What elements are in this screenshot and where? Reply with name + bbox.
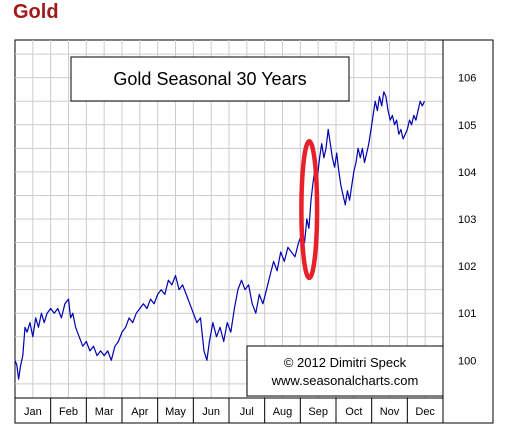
month-label-aug: Aug	[273, 406, 293, 418]
line-layer	[14, 91, 426, 380]
website-line: www.seasonalcharts.com	[271, 373, 419, 388]
copyright-box-frame	[246, 345, 444, 397]
month-label-dec: Dec	[415, 406, 435, 418]
month-label-jan: Jan	[24, 406, 42, 418]
title-box-frame	[70, 56, 350, 102]
page-heading: Gold	[13, 1, 59, 23]
copyright-box: © 2012 Dimitri Speck www.seasonalcharts.…	[246, 345, 444, 397]
x-axis: Jan Feb Mar Apr May Jun Jul Aug Sep Oct Nov Dec	[14, 397, 444, 424]
y-tick-label: 104	[458, 167, 476, 179]
month-label-apr: Apr	[131, 406, 148, 418]
y-axis-labels: 100 101 102 103 104 105 106	[458, 73, 476, 368]
y-tick-label: 106	[458, 73, 476, 85]
y-tick-label: 103	[458, 214, 476, 226]
month-label-sep: Sep	[308, 406, 328, 418]
month-label-oct: Oct	[345, 406, 362, 418]
copyright-line: © 2012 Dimitri Speck	[284, 355, 407, 370]
month-label-mar: Mar	[95, 406, 114, 418]
chart-title: Gold Seasonal 30 Years	[113, 69, 306, 89]
y-tick-label: 102	[458, 261, 476, 273]
y-tick-label: 100	[458, 355, 476, 367]
month-label-may: May	[165, 406, 186, 418]
highlight-ellipse	[299, 139, 320, 281]
title-box: Gold Seasonal 30 Years	[70, 56, 350, 102]
y-tick-label: 105	[458, 120, 476, 132]
month-label-jun: Jun	[202, 406, 220, 418]
month-label-jul: Jul	[240, 406, 254, 418]
month-label-feb: Feb	[59, 406, 78, 418]
highlight-layer	[299, 139, 320, 281]
month-label-nov: Nov	[380, 406, 400, 418]
y-tick-label: 101	[458, 308, 476, 320]
series-line	[14, 91, 426, 380]
